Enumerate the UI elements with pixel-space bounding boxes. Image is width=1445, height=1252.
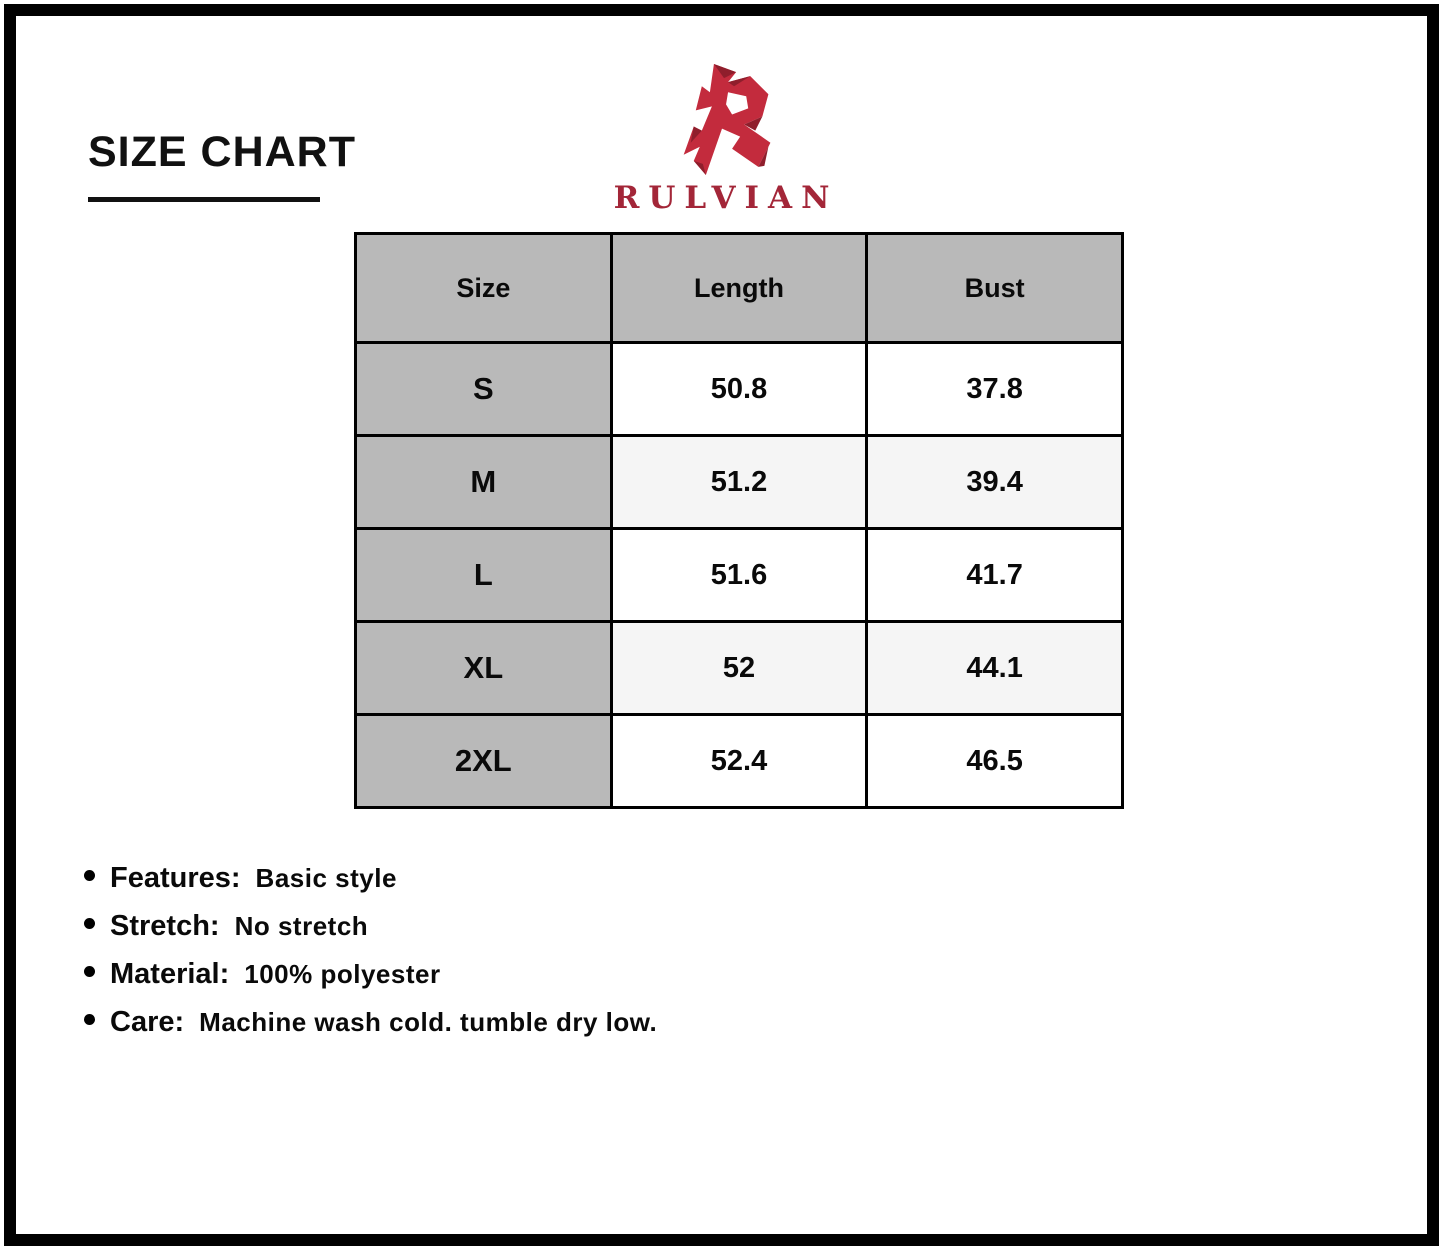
bust-cell: 46.5 bbox=[865, 713, 1124, 809]
detail-label: Features: bbox=[110, 862, 241, 894]
table-row-l: L 51.6 41.7 bbox=[354, 527, 1124, 623]
length-cell: 51.2 bbox=[609, 434, 869, 530]
bullet-icon bbox=[84, 918, 95, 929]
detail-item-features: Features: Basic style bbox=[84, 862, 657, 895]
size-cell: 2XL bbox=[354, 713, 613, 809]
title-underline bbox=[88, 197, 320, 202]
detail-item-material: Material: 100% polyester bbox=[84, 958, 657, 991]
angular-r-monogram-icon bbox=[683, 64, 770, 175]
col-header-size: Size bbox=[354, 232, 613, 344]
bullet-icon bbox=[84, 966, 95, 977]
detail-label: Stretch: bbox=[110, 910, 220, 942]
size-chart-table-wrap: Size Length Bust S 50.8 37.8 M 51.2 39.4… bbox=[354, 232, 1124, 809]
page-title: SIZE CHART bbox=[88, 128, 356, 176]
table-row-2xl: 2XL 52.4 46.5 bbox=[354, 713, 1124, 809]
brand-block: RULVIAN bbox=[16, 62, 1427, 216]
size-chart-table: Size Length Bust S 50.8 37.8 M 51.2 39.4… bbox=[354, 232, 1124, 809]
table-row-xl: XL 52 44.1 bbox=[354, 620, 1124, 716]
col-header-bust: Bust bbox=[865, 232, 1124, 344]
detail-value: No stretch bbox=[234, 911, 369, 941]
detail-item-stretch: Stretch: No stretch bbox=[84, 910, 657, 943]
bullet-icon bbox=[84, 1014, 95, 1025]
table-row-m: M 51.2 39.4 bbox=[354, 434, 1124, 530]
detail-item-care: Care: Machine wash cold. tumble dry low. bbox=[84, 1006, 657, 1039]
length-cell: 51.6 bbox=[609, 527, 869, 623]
table-row-s: S 50.8 37.8 bbox=[354, 341, 1124, 437]
brand-wordmark: RULVIAN bbox=[613, 180, 839, 216]
size-cell: S bbox=[354, 341, 613, 437]
length-cell: 50.8 bbox=[609, 341, 869, 437]
col-header-length: Length bbox=[609, 232, 869, 344]
detail-label: Material: bbox=[110, 958, 230, 990]
size-cell: M bbox=[354, 434, 613, 530]
detail-value: Basic style bbox=[255, 863, 397, 893]
bust-cell: 41.7 bbox=[865, 527, 1124, 623]
length-cell: 52 bbox=[609, 620, 869, 716]
bullet-icon bbox=[84, 870, 95, 881]
bust-cell: 39.4 bbox=[865, 434, 1124, 530]
bust-cell: 44.1 bbox=[865, 620, 1124, 716]
page-frame: SIZE CHART RULVIAN Size Length Bust bbox=[4, 4, 1439, 1246]
size-cell: L bbox=[354, 527, 613, 623]
detail-value: 100% polyester bbox=[244, 959, 441, 989]
product-details-list: Features: Basic style Stretch: No stretc… bbox=[84, 862, 657, 1054]
detail-value: Machine wash cold. tumble dry low. bbox=[199, 1007, 658, 1037]
detail-label: Care: bbox=[110, 1006, 185, 1038]
size-cell: XL bbox=[354, 620, 613, 716]
bust-cell: 37.8 bbox=[865, 341, 1124, 437]
table-header-row: Size Length Bust bbox=[354, 232, 1124, 344]
length-cell: 52.4 bbox=[609, 713, 869, 809]
